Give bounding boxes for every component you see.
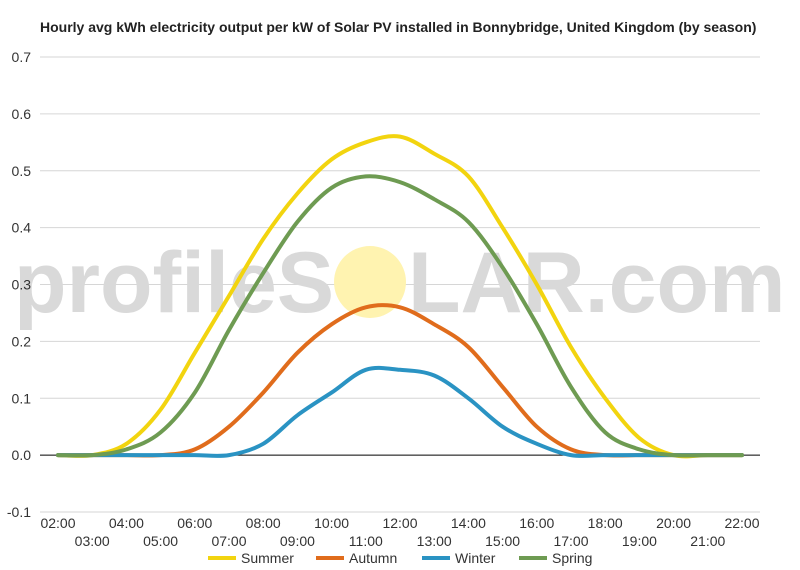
x-tick-label: 03:00	[75, 533, 110, 549]
x-tick-label: 06:00	[177, 515, 212, 531]
y-tick-label: 0.0	[12, 447, 32, 463]
x-tick-label: 22:00	[724, 515, 759, 531]
x-tick-label: 02:00	[40, 515, 75, 531]
watermark: profileS LAR.com	[14, 235, 785, 331]
x-tick-label: 11:00	[349, 533, 383, 549]
y-tick-label: 0.3	[12, 277, 32, 293]
x-tick-label: 17:00	[553, 533, 588, 549]
x-tick-label: 13:00	[417, 533, 452, 549]
x-tick-label: 09:00	[280, 533, 315, 549]
x-tick-label: 21:00	[690, 533, 725, 549]
x-tick-label: 04:00	[109, 515, 144, 531]
x-tick-label: 18:00	[588, 515, 623, 531]
x-tick-label: 05:00	[143, 533, 178, 549]
y-tick-label: -0.1	[7, 504, 31, 520]
watermark-text-left: profileS	[14, 235, 334, 331]
x-tick-label: 16:00	[519, 515, 554, 531]
x-tick-label: 14:00	[451, 515, 486, 531]
legend-label-autumn: Autumn	[349, 550, 397, 566]
legend-label-spring: Spring	[552, 550, 592, 566]
y-axis-ticks: -0.1 0.0 0.1 0.2 0.3 0.4 0.5 0.6 0.7	[7, 49, 31, 520]
legend-label-summer: Summer	[241, 550, 294, 566]
y-tick-label: 0.7	[12, 49, 32, 65]
y-tick-label: 0.2	[12, 333, 32, 349]
x-tick-label: 08:00	[246, 515, 281, 531]
x-tick-label: 20:00	[656, 515, 691, 531]
series-line-spring	[56, 174, 744, 458]
x-tick-label: 07:00	[211, 533, 246, 549]
x-tick-label: 12:00	[382, 515, 417, 531]
legend-label-winter: Winter	[455, 550, 496, 566]
y-tick-label: 0.4	[12, 220, 32, 236]
x-tick-label: 15:00	[485, 533, 520, 549]
series-line-winter	[56, 365, 744, 458]
legend: Summer Autumn Winter Spring	[208, 550, 592, 566]
series-lines	[56, 134, 744, 459]
y-tick-label: 0.1	[12, 390, 32, 406]
series-line-summer	[56, 134, 744, 459]
x-tick-label: 10:00	[314, 515, 349, 531]
y-tick-label: 0.5	[12, 163, 32, 179]
y-tick-label: 0.6	[12, 106, 32, 122]
x-tick-label: 19:00	[622, 533, 657, 549]
watermark-sun-icon	[334, 246, 406, 318]
watermark-text-right: LAR.com	[408, 235, 785, 331]
chart-title: Hourly avg kWh electricity output per kW…	[40, 19, 757, 35]
